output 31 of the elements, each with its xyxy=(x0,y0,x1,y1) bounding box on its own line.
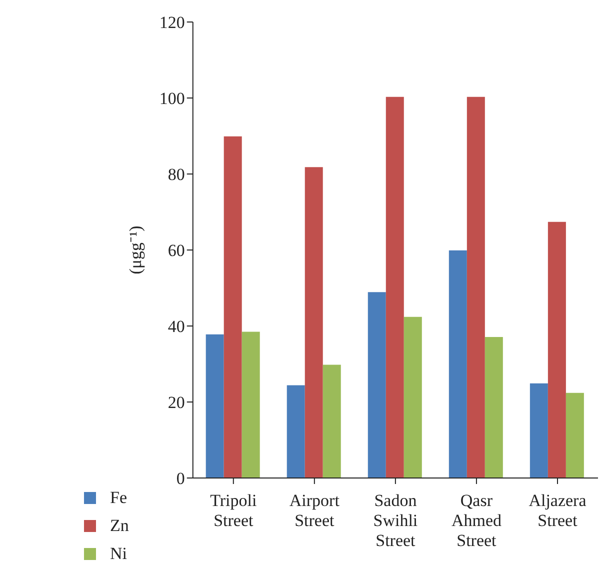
bar xyxy=(304,167,323,478)
y-tick-label: 20 xyxy=(168,393,185,412)
bar xyxy=(466,96,485,478)
y-tick-label: 60 xyxy=(168,241,185,260)
bar xyxy=(566,392,584,478)
bar xyxy=(530,383,548,478)
x-tick-label: Aljazera Street xyxy=(528,491,587,530)
y-tick-label: 40 xyxy=(168,317,185,336)
y-tick-label: 120 xyxy=(159,13,185,32)
bar xyxy=(386,96,404,478)
y-tick-label: 0 xyxy=(176,469,185,488)
bar xyxy=(368,292,386,478)
legend-label: Ni xyxy=(110,544,127,564)
x-tick-label: Tripoli Street xyxy=(210,491,257,530)
y-tick-label: 80 xyxy=(168,165,185,184)
x-tick-label: Sadon Swihli Street xyxy=(373,491,418,550)
bar xyxy=(242,332,260,478)
bar xyxy=(206,334,224,478)
y-tick-label: 100 xyxy=(159,89,185,108)
bar xyxy=(448,250,467,478)
legend-label: Fe xyxy=(110,488,127,508)
y-axis-title: (μgg⁻¹) xyxy=(126,226,145,274)
x-tick-label: Qasr Ahmed Street xyxy=(451,491,502,550)
bar xyxy=(484,337,503,478)
bar xyxy=(322,364,341,478)
bar xyxy=(548,222,566,478)
x-tick-label: Airport Street xyxy=(289,491,340,530)
legend-label: Zn xyxy=(110,516,129,536)
bar xyxy=(224,136,242,478)
bar xyxy=(404,316,422,478)
bar xyxy=(286,385,305,478)
